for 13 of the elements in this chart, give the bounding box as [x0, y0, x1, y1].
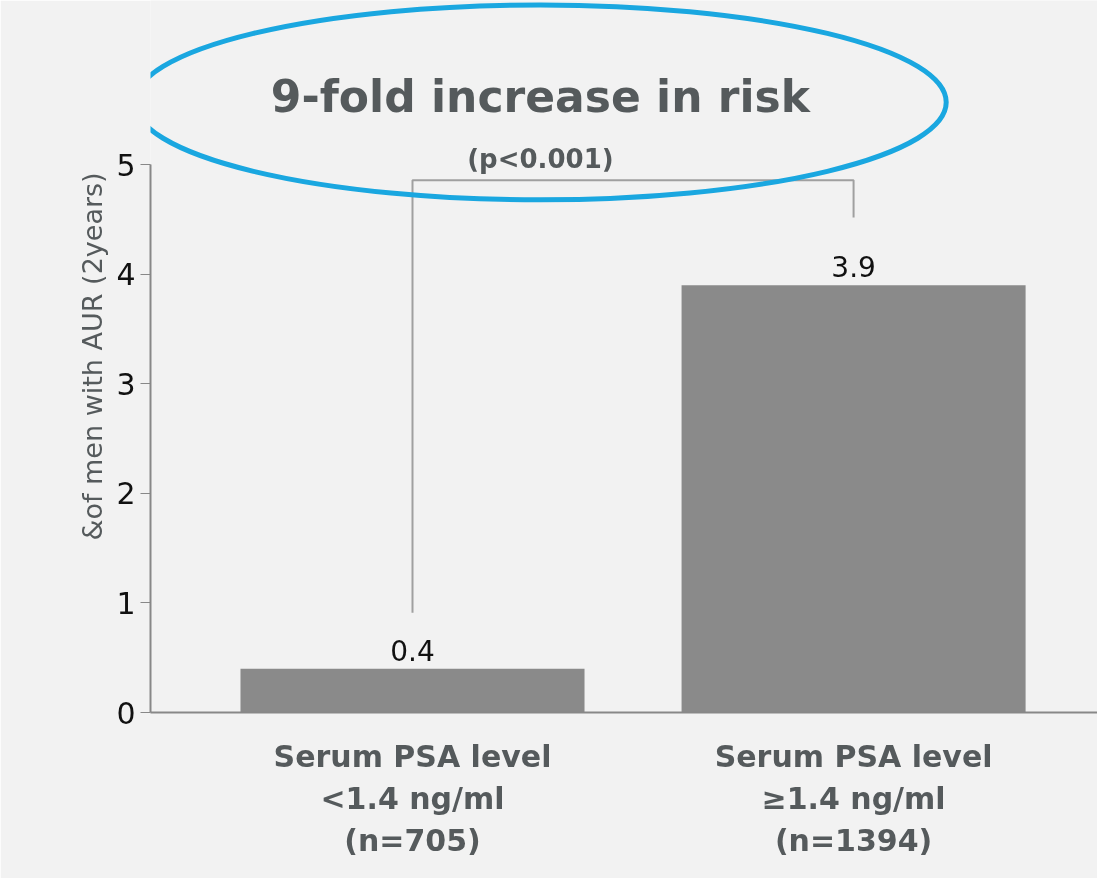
- y-axis-title: &of men with AUR (2years): [77, 172, 109, 541]
- y-tick-label: 2: [116, 476, 136, 512]
- y-tick-label: 1: [116, 585, 136, 621]
- y-tick-label: 4: [116, 257, 136, 293]
- data-label: 0.4: [390, 634, 435, 668]
- x-tick-label: Serum PSA level <1.4 ng/ml (n=705): [273, 738, 552, 858]
- text: 9-fold increase in risk: [270, 71, 812, 123]
- data-label: 3.9: [831, 251, 876, 285]
- y-tick-label: 0: [116, 695, 136, 731]
- y-tick-label: 3: [116, 366, 136, 402]
- x-tick-label: Serum PSA level ≥1.4 ng/ml (n=1394): [714, 738, 993, 858]
- annotation: (p<0.001): [467, 144, 614, 175]
- y-tick-label: 5: [116, 147, 136, 183]
